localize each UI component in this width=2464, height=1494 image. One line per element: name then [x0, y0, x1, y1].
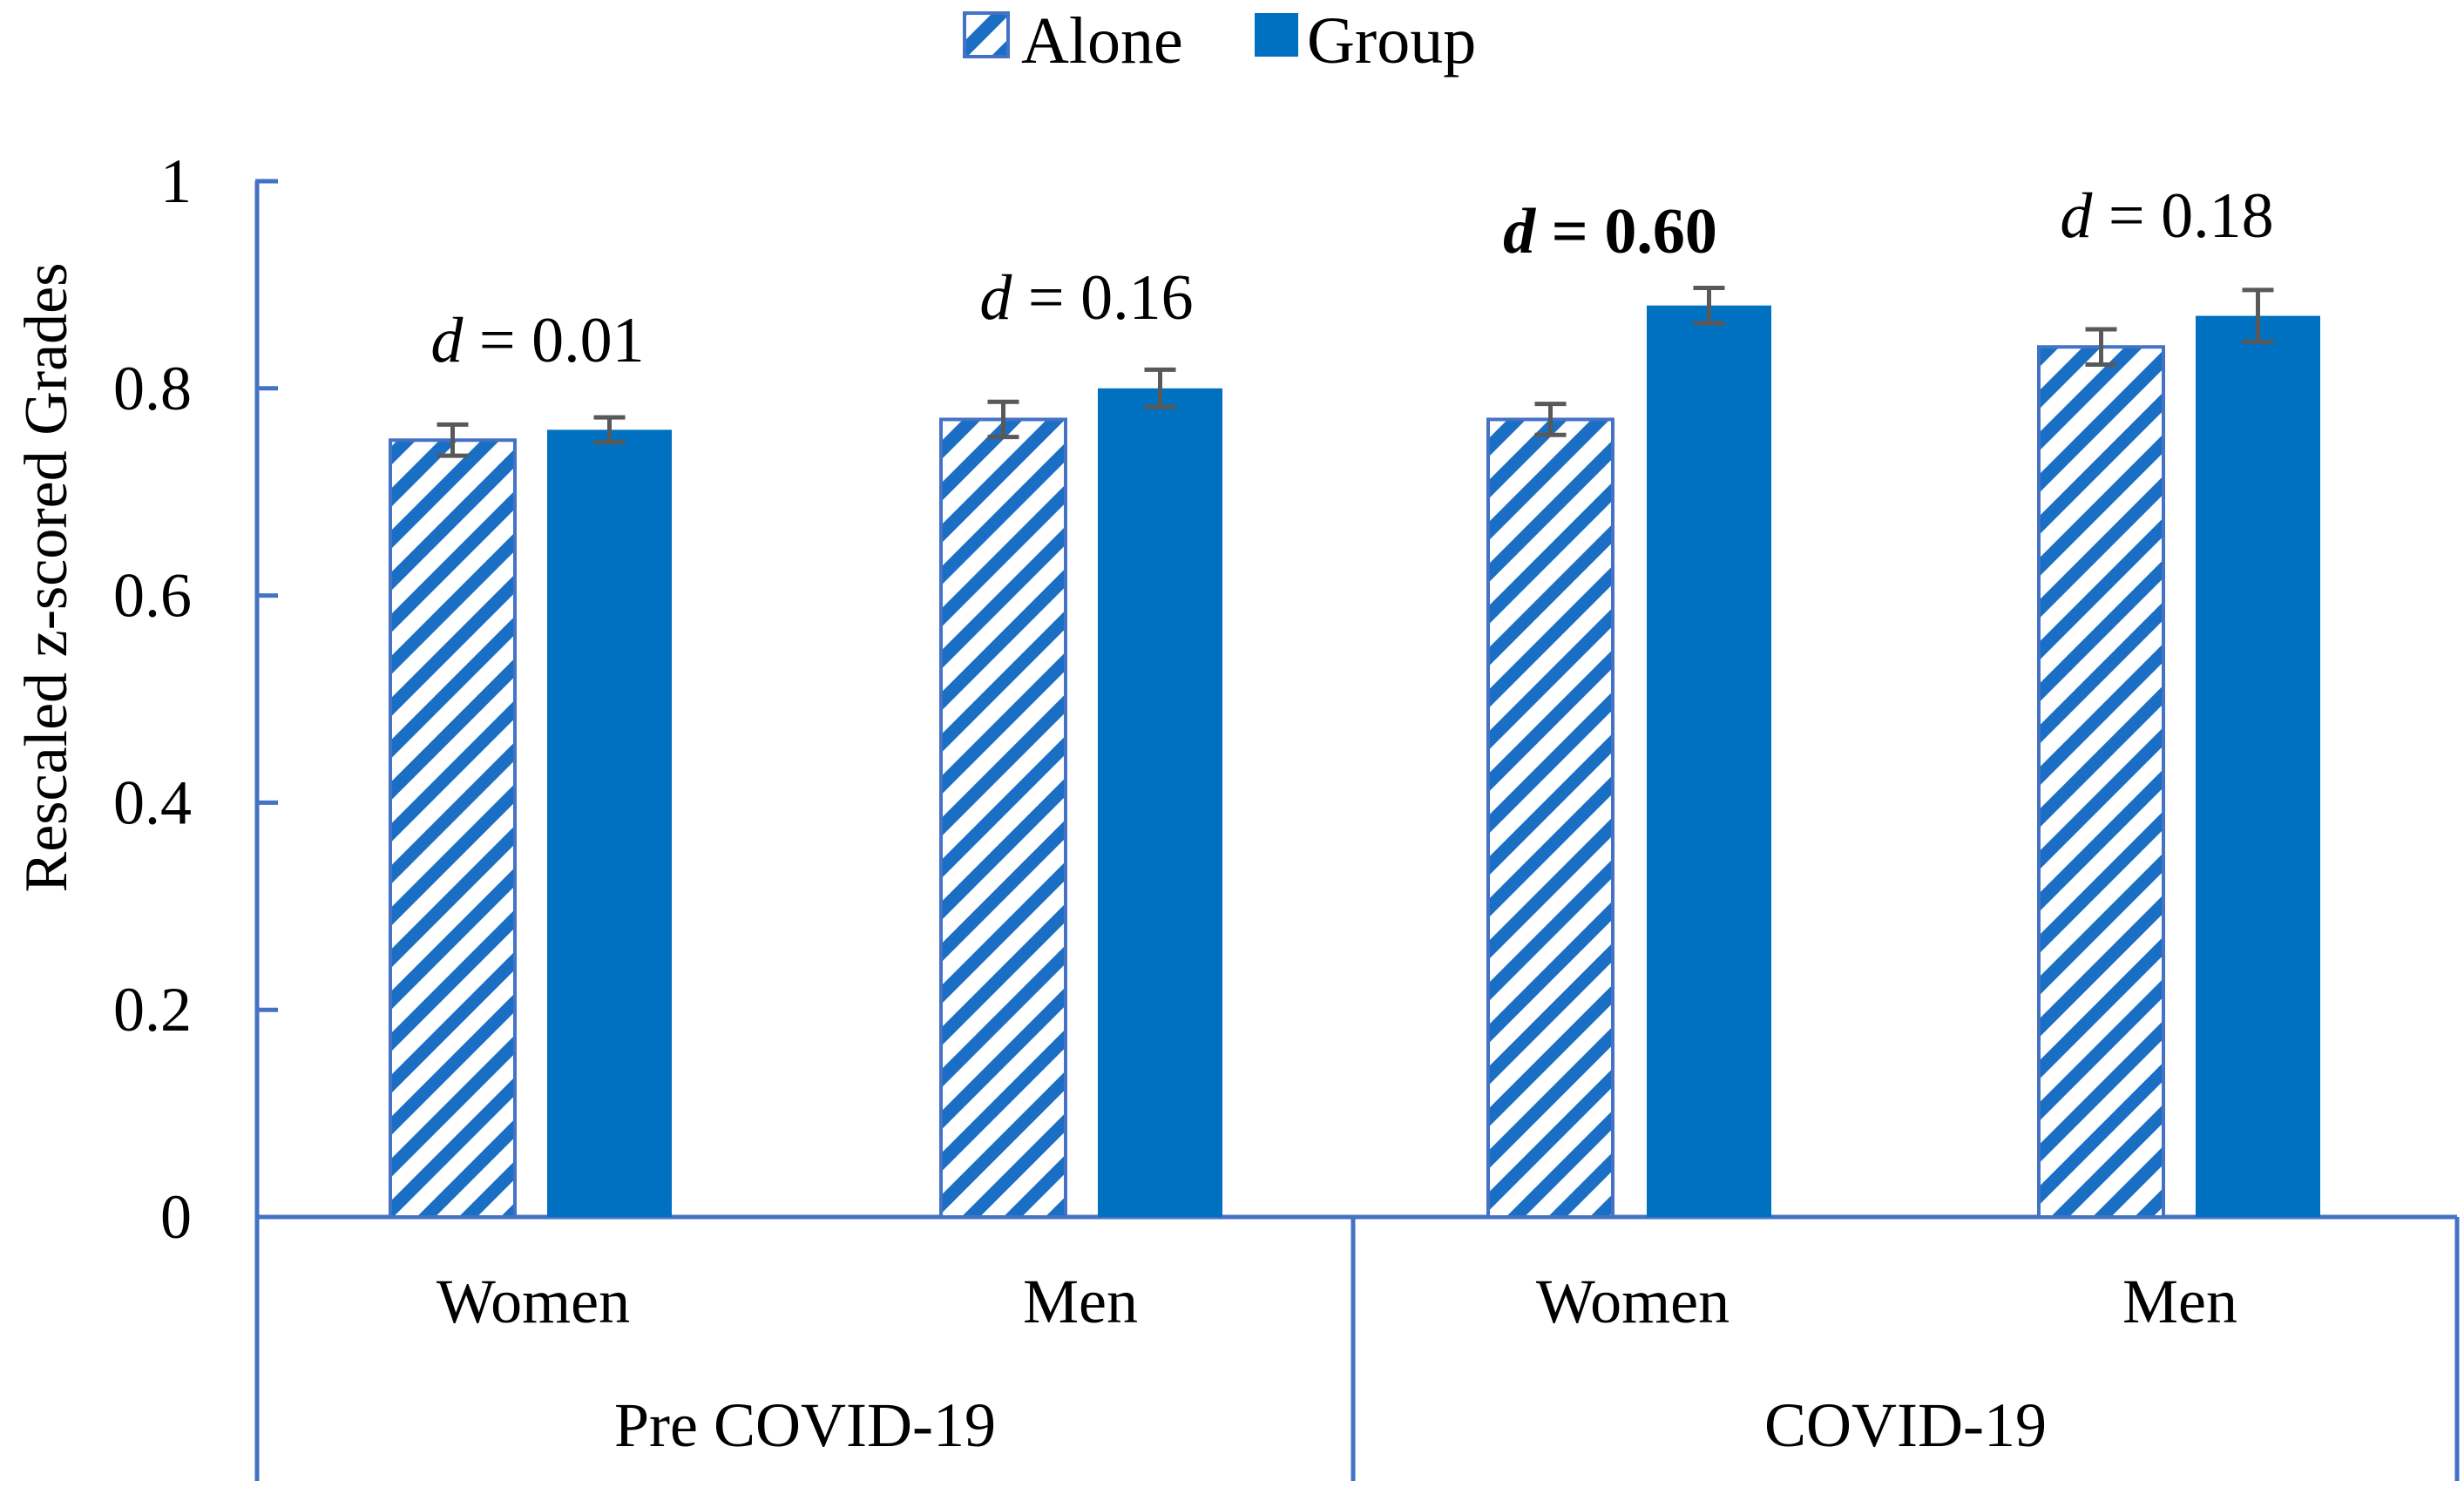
effect-size-value: = 0.18 [2092, 180, 2273, 252]
legend-label-group: Group [1307, 4, 1476, 78]
y-axis: 0 0.2 0.4 0.6 0.8 1 [113, 146, 278, 1252]
effect-size-label: d = 0.16 [979, 262, 1193, 334]
effect-size-label: d = 0.01 [430, 305, 644, 376]
effect-size-annotations: d = 0.01d = 0.16d = 0.60 d = 0.18 [430, 180, 2273, 376]
legend-swatch-alone [963, 11, 1010, 58]
effect-size-label: d = 0.18 [2060, 180, 2273, 252]
bar-alone-2 [1486, 417, 1614, 1220]
effect-size-value: = 0.16 [1012, 262, 1193, 334]
y-tick-label: 0.4 [113, 767, 192, 837]
group-label: COVID-19 [1764, 1390, 2047, 1460]
legend-swatch-group [1255, 13, 1298, 57]
bar-alone-1 [939, 417, 1067, 1220]
legend: Alone Group [963, 4, 1476, 78]
category-label: Women [437, 1267, 630, 1336]
effect-size-symbol: d [2060, 180, 2093, 252]
y-tick-label: 0 [160, 1182, 192, 1252]
bar-group-2 [1647, 305, 1771, 1218]
y-tick-label: 0.2 [113, 975, 192, 1044]
y-tick-label: 0.6 [113, 561, 192, 631]
effect-size-symbol: d [1503, 196, 1536, 267]
error-bars [437, 285, 2274, 458]
bar-group-3 [2196, 315, 2320, 1217]
y-tick-label: 0.8 [113, 354, 192, 423]
bar-group-0 [547, 429, 672, 1217]
x-axis: Women Men Women Men Pre COVID-19 COVID-19 [254, 1214, 2460, 1481]
legend-label-alone: Alone [1021, 4, 1183, 78]
effect-size-symbol: d [979, 262, 1012, 334]
category-label: Men [2122, 1267, 2237, 1336]
effect-size-value: = 0.60 [1535, 196, 1717, 267]
bar-alone-3 [2037, 345, 2165, 1219]
y-axis-title: Rescaled z-scored Grades [13, 263, 80, 893]
y-tick-label: 1 [160, 146, 192, 216]
category-label: Women [1536, 1267, 1730, 1336]
effect-size-label: d = 0.60 [1503, 196, 1717, 267]
bars [389, 305, 2320, 1220]
bar-group-1 [1098, 388, 1222, 1217]
category-label: Men [1023, 1267, 1138, 1336]
effect-size-value: = 0.01 [463, 305, 644, 376]
group-label: Pre COVID-19 [614, 1390, 996, 1460]
bar-alone-0 [389, 438, 517, 1219]
effect-size-symbol: d [430, 305, 464, 376]
